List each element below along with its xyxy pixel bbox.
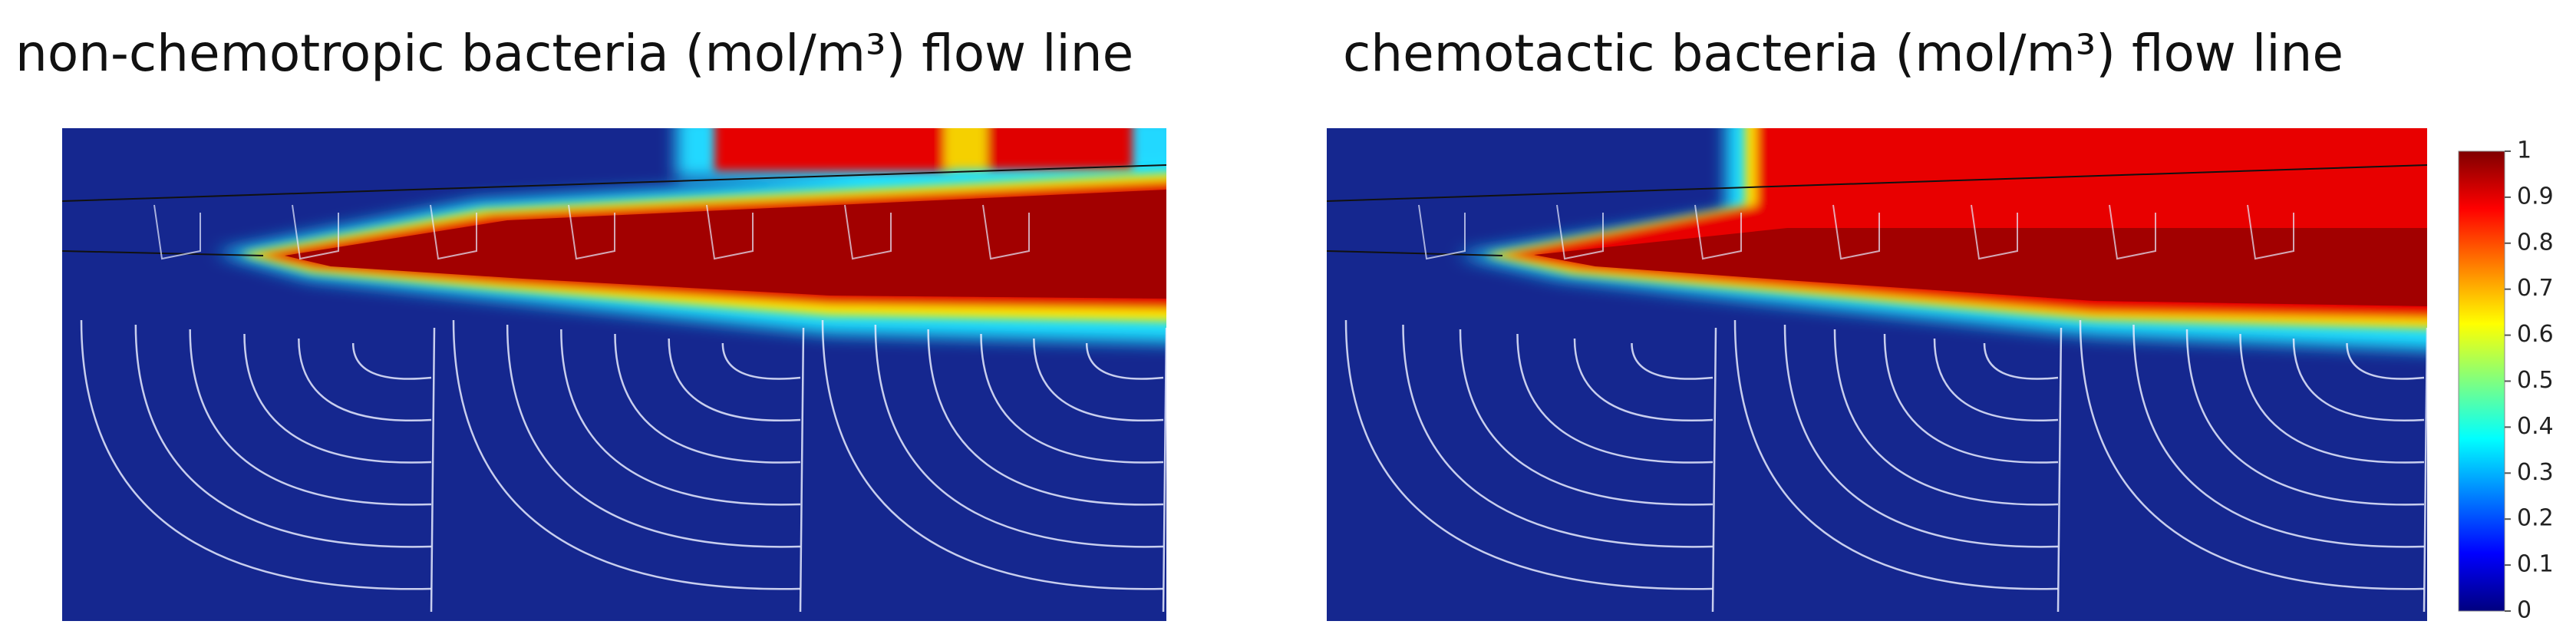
flow-line	[452, 319, 801, 590]
flow-line	[351, 342, 432, 380]
flow-line	[1085, 342, 1164, 380]
flow-line	[1162, 327, 1166, 613]
flow-line	[1832, 204, 1880, 260]
flow-line	[134, 324, 432, 548]
flow-line	[1344, 319, 1713, 590]
flow-line	[1933, 338, 2059, 422]
flow-line	[1883, 333, 2059, 464]
flow-line	[706, 204, 754, 260]
colorbar-tick-label: 0.5	[2517, 367, 2554, 394]
heatmap-panel	[1327, 128, 2427, 621]
flow-line	[2239, 333, 2425, 464]
flow-line	[821, 319, 1164, 590]
flow-line	[2185, 329, 2425, 506]
flow-line	[189, 329, 432, 506]
flow-line	[153, 204, 201, 260]
flow-line	[1516, 333, 1713, 464]
flow-line	[2247, 204, 2294, 260]
flow-line	[292, 204, 339, 260]
flow-line	[1402, 324, 1713, 548]
flow-line	[1573, 338, 1713, 421]
colorbar-tick-label: 0.2	[2517, 505, 2554, 532]
panel-title: chemotactic bacteria (mol/m³) flow line	[1343, 24, 2343, 83]
flow-line	[1833, 329, 2059, 506]
flow-line	[1971, 204, 2018, 260]
colorbar-tick-label: 0.4	[2517, 413, 2554, 440]
flow-line	[614, 333, 801, 464]
flow-line	[1783, 324, 2059, 548]
flow-line	[243, 333, 432, 464]
flow-line	[2292, 338, 2425, 421]
flow-line	[844, 204, 892, 260]
flow-line	[430, 204, 477, 260]
heatmap-panel	[62, 128, 1166, 621]
flow-line	[506, 324, 801, 548]
colorbar-tick-label: 0.8	[2517, 229, 2554, 256]
flow-line	[668, 338, 801, 421]
flow-line	[1694, 204, 1742, 260]
flow-line	[568, 204, 615, 260]
colorbar-tick-label: 0	[2517, 597, 2531, 624]
flow-line	[1983, 342, 2059, 380]
flow-line	[874, 324, 1164, 548]
flow-line	[927, 329, 1164, 506]
flow-line	[298, 338, 432, 421]
colorbar-tick-label: 1	[2517, 137, 2531, 164]
flow-line	[980, 333, 1164, 464]
flow-line	[721, 342, 801, 380]
flow-line	[2079, 319, 2425, 590]
flow-line	[1459, 329, 1713, 506]
flow-line	[799, 327, 805, 613]
flow-line	[1033, 338, 1164, 421]
flow-line	[2132, 324, 2425, 548]
flow-line	[1733, 319, 2059, 590]
colorbar	[2458, 150, 2505, 612]
colorbar-tick-label: 0.6	[2517, 321, 2554, 348]
colorbar-tick-label: 0.7	[2517, 275, 2554, 302]
flow-line	[430, 327, 436, 613]
flow-line	[2109, 204, 2156, 260]
flow-line	[1418, 204, 1466, 260]
flow-line	[982, 204, 1030, 260]
flow-line	[80, 319, 432, 590]
flow-line	[1631, 342, 1713, 380]
flow-line	[1711, 327, 1717, 613]
flow-line	[560, 329, 801, 506]
flow-line	[2423, 327, 2427, 613]
colorbar-tick-label: 0.3	[2517, 459, 2554, 486]
flow-line	[1556, 204, 1604, 260]
panel-title: non-chemotropic bacteria (mol/m³) flow l…	[15, 24, 1133, 83]
flow-line	[2057, 327, 2063, 613]
flow-line	[2346, 342, 2425, 380]
colorbar-tick-label: 0.1	[2517, 551, 2554, 578]
colorbar-tick-label: 0.9	[2517, 183, 2554, 210]
